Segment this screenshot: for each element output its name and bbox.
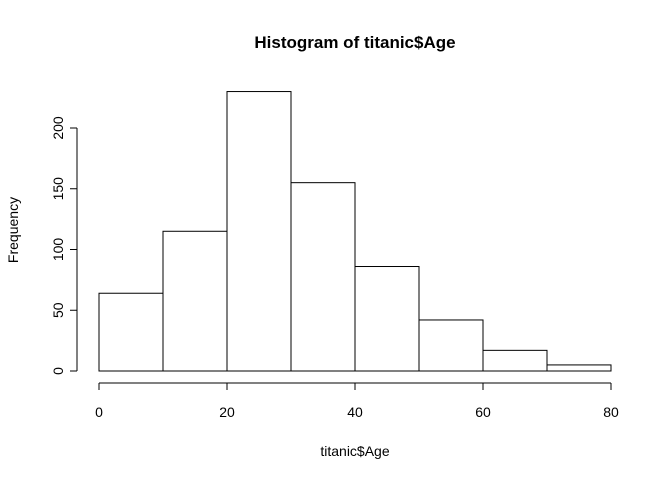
- histogram-bar: [98, 292, 164, 372]
- y-tick-label: 100: [50, 238, 66, 262]
- x-tick-label: 40: [347, 404, 363, 420]
- bars-group: [98, 91, 612, 372]
- x-tick-label: 80: [603, 404, 619, 420]
- y-axis-label: Frequency: [5, 197, 21, 263]
- x-axis-label: titanic$Age: [320, 443, 389, 459]
- x-axis: 0 20 40 60 80: [95, 382, 619, 420]
- y-tick-label: 0: [50, 367, 66, 375]
- x-tick-label: 0: [95, 404, 103, 420]
- y-axis: 0 50 100 150 200: [50, 116, 78, 375]
- chart-title: Histogram of titanic$Age: [254, 33, 455, 52]
- x-tick-label: 60: [475, 404, 491, 420]
- x-tick-label: 20: [219, 404, 235, 420]
- y-tick-label: 200: [50, 116, 66, 140]
- histogram-bar: [290, 182, 356, 372]
- histogram-bar: [226, 91, 292, 372]
- histogram-bar: [354, 266, 420, 372]
- histogram-bar: [482, 349, 548, 372]
- y-tick-label: 50: [50, 302, 66, 318]
- histogram-bar: [546, 364, 612, 372]
- y-tick-label: 150: [50, 177, 66, 201]
- histogram-bar: [418, 319, 484, 372]
- histogram-bar: [162, 230, 228, 372]
